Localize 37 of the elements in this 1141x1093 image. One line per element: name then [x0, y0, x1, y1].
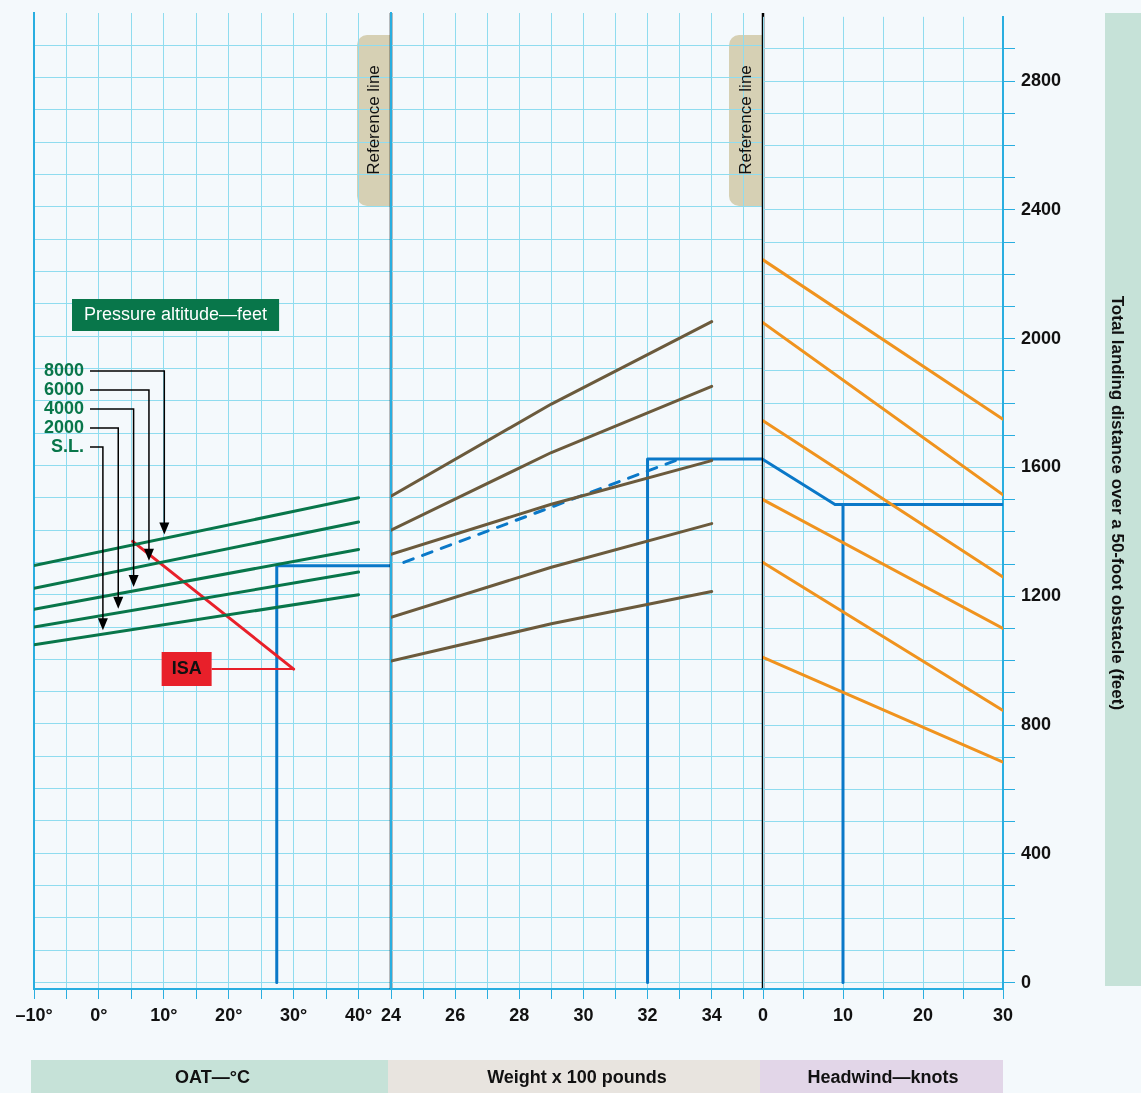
- y-tick-label: 1200: [1021, 585, 1062, 606]
- x-tick-label: 30°: [280, 1004, 308, 1025]
- x-axis-title: OAT—°C: [175, 1067, 250, 1088]
- x-axis-title: Weight x 100 pounds: [487, 1067, 667, 1088]
- y-tick-label: 800: [1021, 713, 1052, 734]
- text: 4000: [43, 397, 84, 418]
- ref-line-label: Reference line: [363, 65, 383, 175]
- text: 6000: [43, 378, 84, 399]
- x-tick-label: 26: [445, 1004, 466, 1025]
- x-tick-label: 10: [832, 1004, 854, 1025]
- x-tick-label: 30: [573, 1004, 594, 1025]
- text: 2000: [43, 416, 84, 437]
- x-tick-label: 24: [380, 1004, 402, 1025]
- x-tick-label: 28: [509, 1004, 530, 1025]
- x-tick-label: 30: [992, 1004, 1014, 1025]
- x-tick-label: 10°: [150, 1004, 178, 1025]
- x-tick-label: 0°: [90, 1004, 108, 1025]
- y-tick-label: 400: [1021, 842, 1052, 863]
- x-axis-title: Headwind—knots: [807, 1067, 959, 1088]
- x-tick-label: 20: [912, 1004, 934, 1025]
- x-tick-label: 0: [757, 1004, 769, 1025]
- y-tick-label: 1600: [1021, 456, 1062, 477]
- y-tick-label: 0: [1021, 971, 1032, 992]
- x-tick-label: 34: [701, 1004, 722, 1025]
- y-tick-label: 2800: [1021, 70, 1062, 91]
- legend-label: ISA: [171, 658, 202, 679]
- x-tick-label: 20°: [215, 1004, 243, 1025]
- x-tick-label: 32: [637, 1004, 658, 1025]
- y-tick-label: 2400: [1021, 198, 1062, 219]
- x-tick-label: 40°: [344, 1004, 373, 1025]
- text: 8000: [43, 359, 84, 380]
- ref-line-label: Reference line: [735, 65, 755, 175]
- text: S.L.: [50, 435, 84, 456]
- legend-title: Pressure altitude—feet: [84, 303, 268, 324]
- y-axis-title: Total landing distance over a 50-foot obstacle (feet): [1108, 295, 1128, 711]
- y-tick-label: 2000: [1021, 327, 1062, 348]
- x-tick-label: –10°: [15, 1004, 53, 1025]
